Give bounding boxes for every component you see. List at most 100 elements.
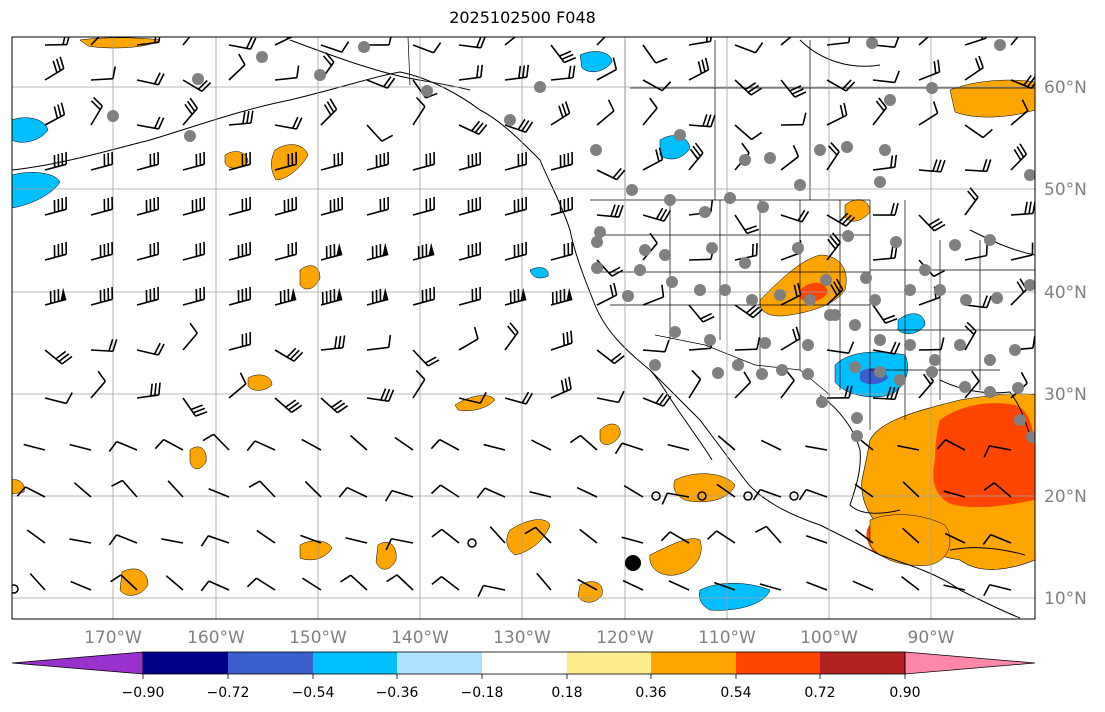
station-dot (590, 144, 602, 156)
wind-barb (504, 241, 528, 261)
wind-barb (805, 445, 828, 451)
wind-barb (826, 212, 856, 227)
station-dot (802, 339, 814, 351)
station-dot (666, 276, 678, 288)
wind-barb (622, 579, 644, 591)
wind-barb (918, 101, 939, 126)
wind-barb (897, 444, 920, 451)
wind-barb (489, 526, 506, 544)
station-dot (851, 412, 863, 424)
wind-barb (504, 287, 527, 306)
coast-alaska-north (289, 39, 471, 91)
wind-barb (320, 151, 344, 171)
open-circle-marker (651, 491, 661, 501)
wind-barb (798, 488, 828, 501)
wind-barb (983, 482, 1012, 498)
station-dot (712, 367, 724, 379)
wind-barb (806, 581, 828, 591)
station-dot (504, 114, 516, 126)
wind-barb (246, 577, 276, 591)
contour-orange-1 (673, 473, 736, 503)
station-dot (814, 144, 826, 156)
wind-barb (752, 488, 782, 501)
wind-barb (734, 214, 760, 235)
contour-orange-4 (271, 144, 309, 181)
wind-barb (301, 438, 322, 451)
wind-barb (412, 42, 442, 54)
station-dot (890, 236, 902, 248)
wind-barb (716, 483, 736, 498)
wind-barb (274, 287, 297, 306)
wind-barb (246, 440, 276, 452)
wind-barb (504, 391, 534, 405)
wind-barb (302, 577, 322, 591)
wind-barb (596, 99, 615, 126)
wind-barb (228, 286, 252, 306)
wind-barb (412, 286, 436, 306)
wind-barb (780, 370, 795, 399)
station-dot (824, 309, 836, 321)
wind-barb (964, 55, 984, 81)
latitude-labels: 60°N 50°N 40°N 30°N 20°N 10°N (1044, 78, 1087, 609)
contour-orange-13 (577, 581, 603, 603)
open-circle-marker (12, 584, 19, 594)
wind-barb (458, 64, 484, 81)
wind-barb (918, 337, 945, 351)
station-dot (869, 294, 881, 306)
wind-barb (983, 583, 1012, 597)
wind-barb (1010, 99, 1029, 126)
wind-barb (550, 330, 573, 351)
wind-barb (983, 445, 1012, 458)
wind-barb (44, 287, 67, 306)
wind-barb (366, 151, 390, 171)
station-dot (421, 85, 433, 97)
station-dot (802, 368, 814, 380)
station-dot (949, 239, 961, 251)
wind-barb (274, 397, 303, 414)
station-dot (674, 129, 686, 141)
station-dot (534, 81, 546, 93)
wind-barb (320, 196, 344, 216)
station-dot (984, 234, 996, 246)
wind-barb (918, 214, 946, 232)
station-dot (804, 294, 816, 306)
wind-barb (872, 70, 900, 84)
colorbar-tick-label: −0.54 (292, 685, 335, 701)
colorbar-tick-label: −0.72 (207, 685, 250, 701)
station-dot (1024, 279, 1035, 291)
wind-barb (136, 37, 162, 46)
contour-blue-1 (12, 117, 49, 143)
wind-barb (826, 102, 848, 126)
wind-barb (964, 243, 988, 261)
station-dot (669, 326, 681, 338)
station-dot (626, 184, 638, 196)
wind-barb (182, 97, 199, 126)
wind-barb (256, 529, 276, 544)
wind-barb (458, 241, 482, 261)
wind-barb (826, 385, 853, 399)
wind-barb (320, 41, 350, 53)
wind-barb (964, 295, 992, 309)
contour-orange-7 (247, 374, 273, 391)
wind-barb (529, 491, 552, 498)
station-dot (719, 284, 731, 296)
wind-barb (69, 443, 92, 451)
wind-barb (780, 144, 800, 171)
wind-barb (1010, 74, 1035, 90)
wind-barb (1010, 143, 1028, 171)
station-dot (757, 201, 769, 213)
station-dot (192, 73, 204, 85)
wind-barb (338, 486, 368, 498)
contour-blue-6 (897, 313, 926, 334)
open-circle-marker (743, 491, 753, 501)
wind-barb (982, 533, 1012, 546)
wind-barb (550, 101, 571, 126)
station-dot (884, 94, 896, 106)
coast-east (969, 229, 1035, 256)
wind-barb (872, 202, 899, 216)
wind-barb (458, 120, 488, 135)
map-frame (11, 36, 1036, 620)
wind-barb (228, 110, 254, 126)
wind-barb (550, 287, 573, 306)
open-circle-marker (789, 491, 799, 501)
